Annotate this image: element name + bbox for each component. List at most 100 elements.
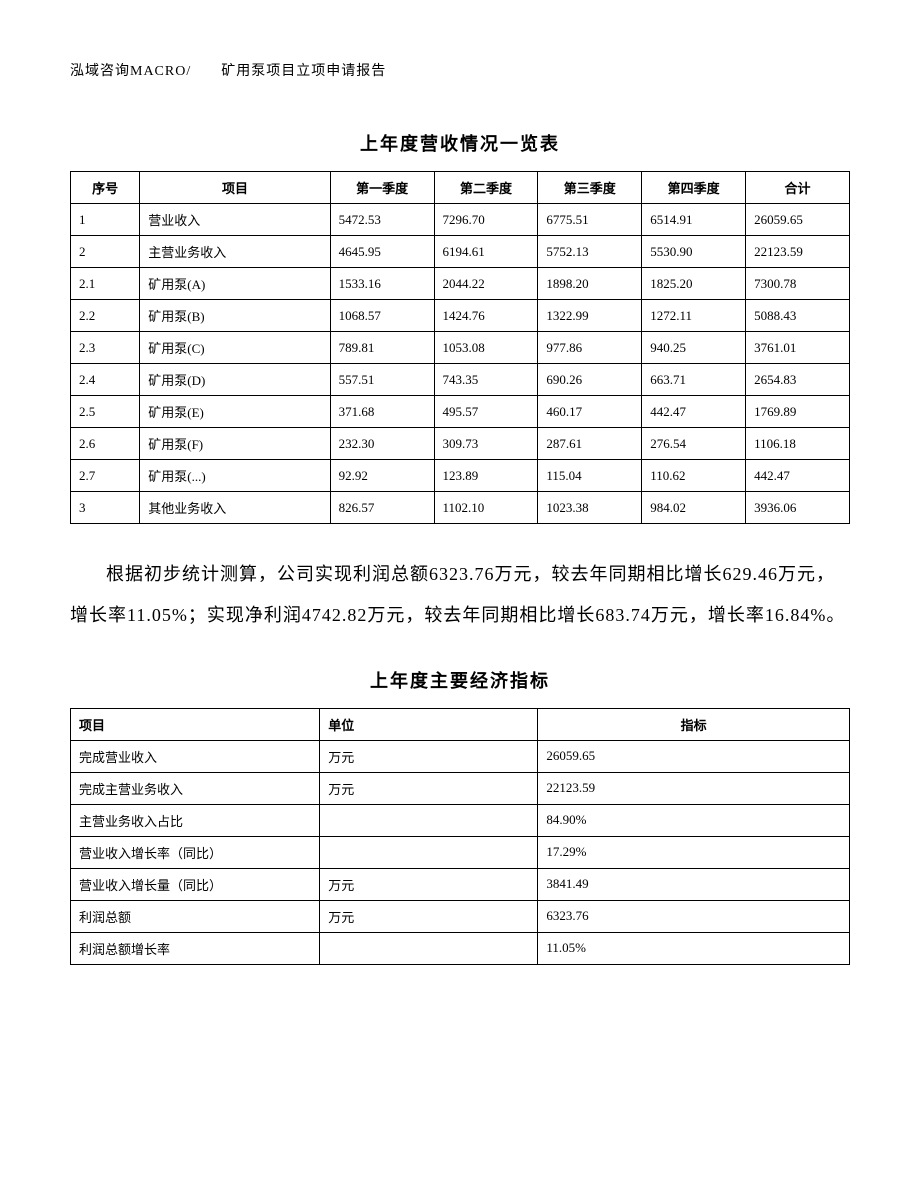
table-cell: 2044.22 [434,268,538,300]
table-cell: 完成主营业务收入 [71,772,320,804]
table-cell: 84.90% [538,804,850,836]
analysis-paragraph: 根据初步统计测算，公司实现利润总额6323.76万元，较去年同期相比增长629.… [70,554,850,637]
table-cell: 其他业务收入 [140,492,330,524]
table1-col-seq: 序号 [71,172,140,204]
table-cell: 营业收入增长量（同比） [71,868,320,900]
table-cell: 22123.59 [746,236,850,268]
table1-col-total: 合计 [746,172,850,204]
table-cell: 5472.53 [330,204,434,236]
table-cell [320,804,538,836]
table1-col-q2: 第二季度 [434,172,538,204]
table2-col-ind: 指标 [538,708,850,740]
table-row: 利润总额增长率 11.05% [71,932,850,964]
table-cell: 6775.51 [538,204,642,236]
table-cell: 1769.89 [746,396,850,428]
page-header: 泓域咨询MACRO/ 矿用泵项目立项申请报告 [70,60,850,80]
table-cell: 1898.20 [538,268,642,300]
table-cell: 5088.43 [746,300,850,332]
table-cell: 371.68 [330,396,434,428]
table-cell: 984.02 [642,492,746,524]
table-cell: 矿用泵(...) [140,460,330,492]
table-cell [320,836,538,868]
table-cell: 5752.13 [538,236,642,268]
table-row: 营业收入增长率（同比） 17.29% [71,836,850,868]
table-cell: 万元 [320,740,538,772]
table-cell: 2.7 [71,460,140,492]
table-row: 完成营业收入万元26059.65 [71,740,850,772]
table-cell: 826.57 [330,492,434,524]
table2-col-unit: 单位 [320,708,538,740]
table-cell: 7300.78 [746,268,850,300]
table-cell: 营业收入 [140,204,330,236]
table-cell: 矿用泵(E) [140,396,330,428]
table1-col-q1: 第一季度 [330,172,434,204]
table-cell: 主营业务收入 [140,236,330,268]
table-cell: 1053.08 [434,332,538,364]
table-cell: 3 [71,492,140,524]
indicator-table: 项目 单位 指标 完成营业收入万元26059.65完成主营业务收入万元22123… [70,708,850,965]
table-cell: 1424.76 [434,300,538,332]
table-row: 主营业务收入占比 84.90% [71,804,850,836]
table-cell: 2.1 [71,268,140,300]
table-cell: 5530.90 [642,236,746,268]
table-cell: 557.51 [330,364,434,396]
table-cell: 977.86 [538,332,642,364]
table-row: 利润总额万元6323.76 [71,900,850,932]
table-cell: 2.3 [71,332,140,364]
table-cell: 1102.10 [434,492,538,524]
table-cell: 26059.65 [538,740,850,772]
table-cell: 110.62 [642,460,746,492]
table-row: 完成主营业务收入万元22123.59 [71,772,850,804]
table-cell: 17.29% [538,836,850,868]
table-cell: 6323.76 [538,900,850,932]
table-cell: 4645.95 [330,236,434,268]
revenue-table: 序号 项目 第一季度 第二季度 第三季度 第四季度 合计 1营业收入5472.5… [70,171,850,524]
table-cell: 利润总额增长率 [71,932,320,964]
table-cell: 460.17 [538,396,642,428]
table-row: 2.2矿用泵(B)1068.571424.761322.991272.11508… [71,300,850,332]
table-cell: 6514.91 [642,204,746,236]
table-cell: 万元 [320,772,538,804]
table-cell: 276.54 [642,428,746,460]
table-cell: 完成营业收入 [71,740,320,772]
table-cell: 6194.61 [434,236,538,268]
table-row: 2.1矿用泵(A)1533.162044.221898.201825.20730… [71,268,850,300]
table-row: 营业收入增长量（同比）万元3841.49 [71,868,850,900]
table-cell: 2.5 [71,396,140,428]
table2-title: 上年度主要经济指标 [70,667,850,693]
table-cell: 主营业务收入占比 [71,804,320,836]
table2-header-row: 项目 单位 指标 [71,708,850,740]
table-cell: 1023.38 [538,492,642,524]
table1-col-q4: 第四季度 [642,172,746,204]
table-cell: 1272.11 [642,300,746,332]
table-row: 2主营业务收入4645.956194.615752.135530.9022123… [71,236,850,268]
table-cell: 232.30 [330,428,434,460]
table1-col-q3: 第三季度 [538,172,642,204]
table-cell: 2 [71,236,140,268]
table-row: 2.6矿用泵(F)232.30309.73287.61276.541106.18 [71,428,850,460]
table-cell: 1825.20 [642,268,746,300]
table-row: 2.4矿用泵(D)557.51743.35690.26663.712654.83 [71,364,850,396]
table-cell: 309.73 [434,428,538,460]
table-cell: 442.47 [642,396,746,428]
table-cell: 11.05% [538,932,850,964]
table-cell: 万元 [320,868,538,900]
table1-col-item: 项目 [140,172,330,204]
table-cell [320,932,538,964]
table-cell: 287.61 [538,428,642,460]
table-row: 1营业收入5472.537296.706775.516514.9126059.6… [71,204,850,236]
table-row: 2.3矿用泵(C)789.811053.08977.86940.253761.0… [71,332,850,364]
table-cell: 矿用泵(F) [140,428,330,460]
table-cell: 营业收入增长率（同比） [71,836,320,868]
table-cell: 2.6 [71,428,140,460]
table-cell: 3761.01 [746,332,850,364]
table-cell: 26059.65 [746,204,850,236]
table-cell: 115.04 [538,460,642,492]
table-cell: 940.25 [642,332,746,364]
table-row: 3其他业务收入826.571102.101023.38984.023936.06 [71,492,850,524]
table1-title: 上年度营收情况一览表 [70,130,850,156]
table-row: 2.5矿用泵(E)371.68495.57460.17442.471769.89 [71,396,850,428]
table1-header-row: 序号 项目 第一季度 第二季度 第三季度 第四季度 合计 [71,172,850,204]
table-cell: 663.71 [642,364,746,396]
table-cell: 矿用泵(B) [140,300,330,332]
